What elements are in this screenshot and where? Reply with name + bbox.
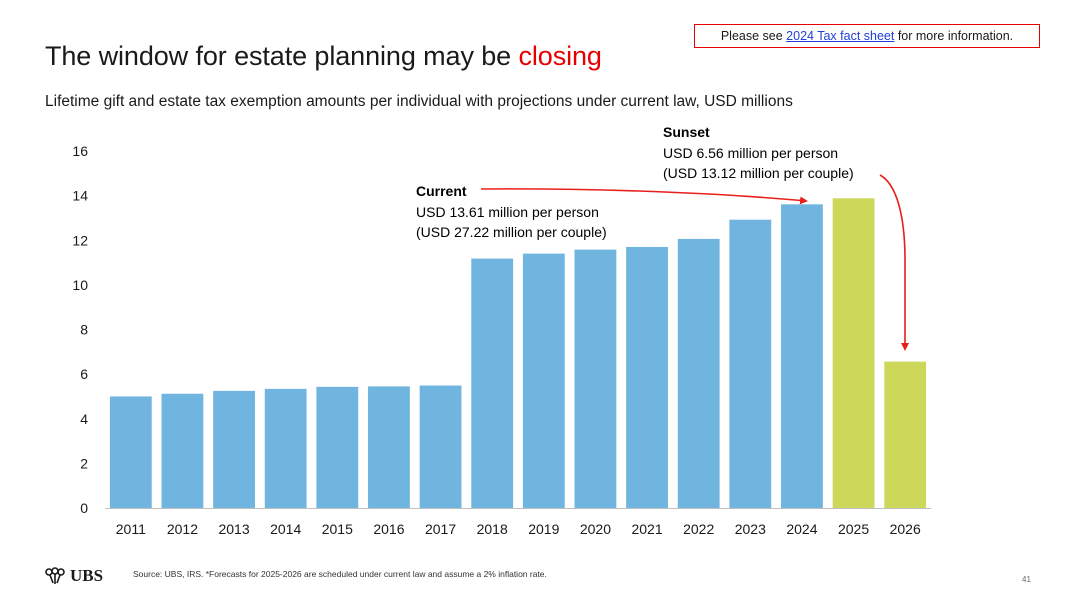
annotation-sunset: Sunset USD 6.56 million per person (USD … [663,124,909,351]
info-notice: Please see 2024 Tax fact sheet for more … [694,24,1040,48]
x-tick-label: 2023 [735,521,766,537]
x-tick-label: 2024 [786,521,817,537]
bar-2016 [368,386,410,508]
bar-2025 [832,198,875,509]
bar-2020 [574,249,617,508]
annotation-sunset-line1: USD 6.56 million per person [663,145,838,161]
chart-subtitle: Lifetime gift and estate tax exemption a… [45,93,793,110]
title-main: The window for estate planning may be [45,41,519,71]
bar-2018 [471,258,514,508]
y-tick-label: 6 [80,366,88,382]
bar-2023 [729,219,772,508]
x-tick-label: 2021 [631,521,662,537]
tax-fact-sheet-link[interactable]: 2024 Tax fact sheet [786,29,895,43]
bar-2022 [677,238,720,508]
current-arrow [480,188,808,205]
notice-suffix: for more information. [894,29,1014,43]
bar-2024 [781,204,823,508]
x-tick-label: 2022 [683,521,714,537]
bar-2013 [213,390,255,508]
title-accent: closing [518,41,602,71]
annotation-current-line1: USD 13.61 million per person [416,204,599,220]
bars [109,198,927,509]
bar-2015 [316,386,359,508]
y-tick-label: 10 [72,277,88,293]
x-tick-label: 2026 [890,521,921,537]
bar-2026 [884,361,927,508]
x-axis: 2011 2012 2013 2014 2015 2016 2017 2018 2019 2020… [116,521,921,537]
x-tick-label: 2017 [425,521,456,537]
keys-icon [45,567,65,584]
x-tick-label: 2011 [116,521,146,537]
y-axis: 0 2 4 6 8 10 12 14 16 [72,143,88,516]
x-tick-label: 2013 [218,521,249,537]
annotation-current: Current USD 13.61 million per person (US… [416,183,808,240]
sunset-arrow [879,174,909,351]
x-tick-label: 2015 [322,521,353,537]
notice-prefix: Please see [720,29,787,43]
annotation-current-line2: (USD 27.22 million per couple) [416,224,607,240]
y-tick-label: 12 [72,232,88,248]
x-tick-label: 2025 [838,521,869,537]
x-tick-label: 2016 [373,521,404,537]
page-title: The window for estate planning may be cl… [45,41,602,72]
bar-2012 [161,393,204,508]
page-number: 41 [1022,575,1031,584]
annotation-sunset-title: Sunset [663,124,710,140]
annotation-current-title: Current [416,183,467,199]
bar-2021 [626,246,668,508]
bar-2011 [109,396,152,508]
x-tick-label: 2018 [477,521,508,537]
y-tick-label: 16 [72,143,88,159]
y-tick-label: 4 [80,411,88,427]
bar-2019 [522,253,565,508]
y-tick-label: 0 [80,500,88,516]
logo-text: UBS [70,566,104,585]
annotation-sunset-line2: (USD 13.12 million per couple) [663,165,854,181]
x-tick-label: 2019 [528,521,559,537]
ubs-logo: UBS [44,566,103,586]
bar-2017 [419,385,462,508]
y-tick-label: 8 [80,322,88,338]
x-tick-label: 2020 [580,521,611,537]
source-note: Source: UBS, IRS. *Forecasts for 2025-20… [133,569,547,579]
x-tick-label: 2014 [270,521,301,537]
bar-2014 [264,388,307,508]
y-tick-label: 2 [80,455,88,471]
y-tick-label: 14 [72,188,88,204]
x-tick-label: 2012 [167,521,198,537]
